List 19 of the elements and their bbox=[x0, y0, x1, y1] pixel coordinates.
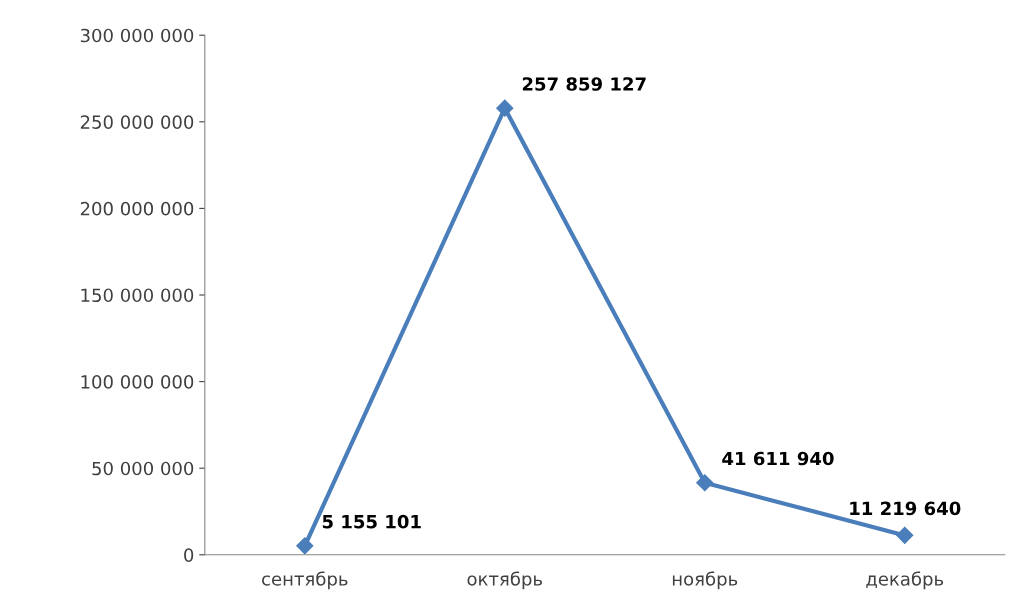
y-tick-label: 150 000 000 bbox=[81, 288, 194, 303]
x-tick-label: сентябрь bbox=[262, 571, 348, 590]
data-label: 257 859 127 bbox=[522, 77, 646, 91]
y-tick-label: 50 000 000 bbox=[92, 461, 194, 476]
point bbox=[496, 99, 514, 117]
y-tick-label: 200 000 000 bbox=[80, 201, 194, 216]
point bbox=[896, 526, 914, 544]
y-tick-label: 100 000 000 bbox=[81, 375, 194, 389]
point bbox=[696, 474, 714, 492]
x-tick-label: октябрь bbox=[467, 571, 542, 590]
x-tick-label: декабрь bbox=[866, 571, 944, 590]
y-tick-label: 0 bbox=[184, 548, 194, 562]
data-label: 41 611 940 bbox=[722, 451, 834, 466]
y-tick-label: 300 000 000 bbox=[80, 28, 194, 43]
point bbox=[296, 537, 314, 555]
y-tick-label: 250 000 000 bbox=[80, 115, 194, 129]
data-label: 11 219 640 bbox=[850, 501, 961, 516]
data-label: 5 155 101 bbox=[322, 514, 421, 529]
x-tick-label: ноябрь bbox=[672, 571, 738, 590]
